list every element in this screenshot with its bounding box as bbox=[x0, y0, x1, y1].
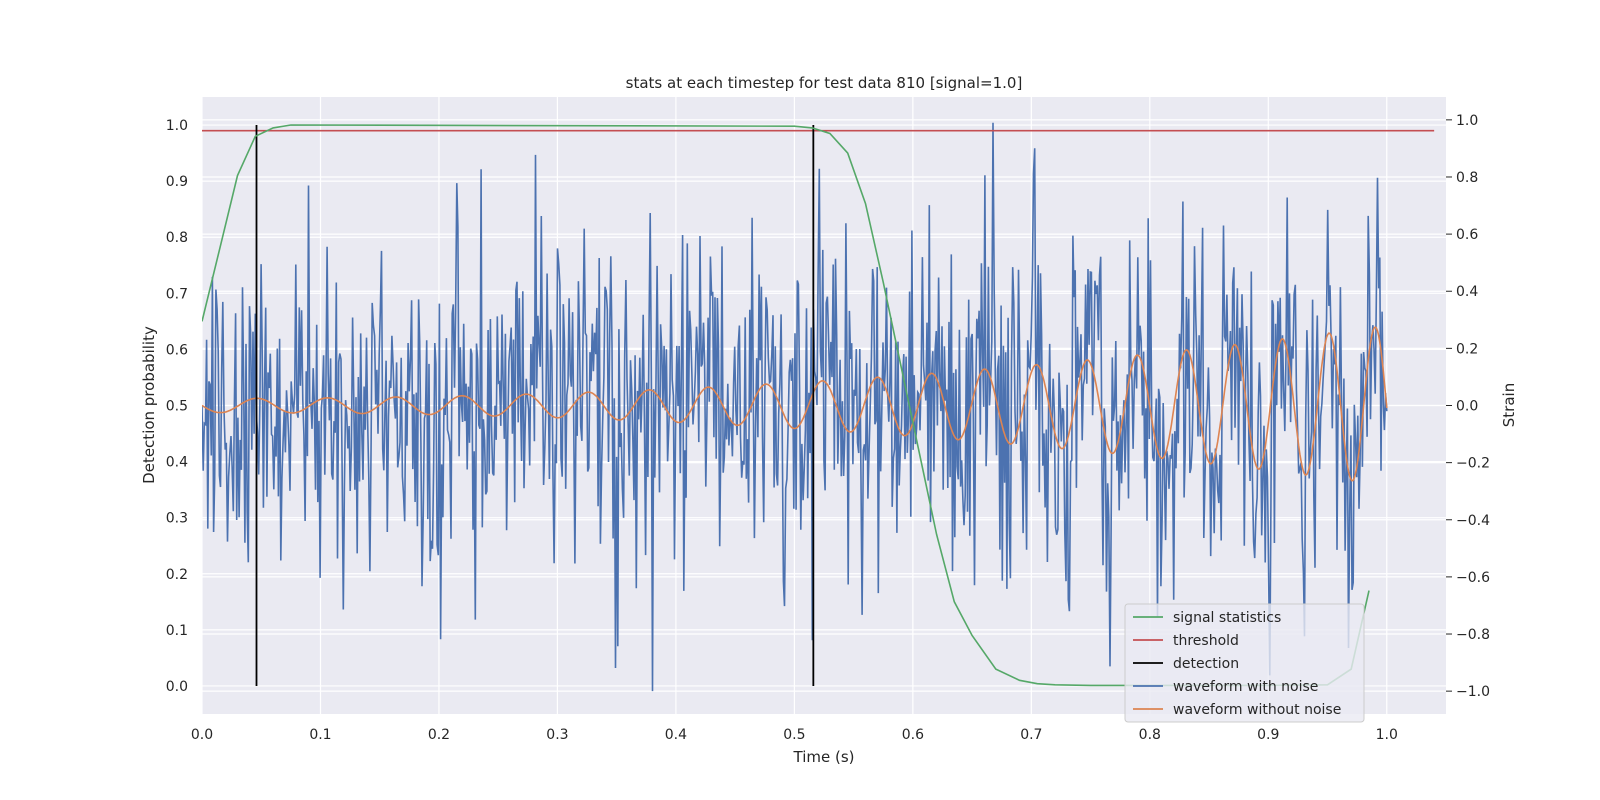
left-y-tick-label: 0.8 bbox=[166, 230, 188, 246]
right-y-tick-label: 0.6 bbox=[1456, 227, 1478, 243]
left-y-tick-label: 0.1 bbox=[166, 623, 188, 639]
left-y-axis-label: Detection probability bbox=[140, 326, 158, 484]
x-tick-label: 0.7 bbox=[1020, 727, 1042, 743]
left-y-tick-label: 0.6 bbox=[166, 342, 188, 358]
x-tick-label: 0.5 bbox=[783, 727, 805, 743]
legend-label: waveform with noise bbox=[1173, 679, 1318, 695]
right-y-tick-label: −0.8 bbox=[1456, 627, 1490, 643]
left-y-tick-label: 0.4 bbox=[166, 455, 188, 471]
legend-label: detection bbox=[1173, 656, 1239, 672]
right-y-tick-label: −0.6 bbox=[1456, 570, 1490, 586]
left-y-tick-label: 0.2 bbox=[166, 567, 188, 583]
legend-box bbox=[1124, 603, 1365, 723]
waveform-without-noise-line bbox=[202, 326, 1388, 482]
x-tick-label: 1.0 bbox=[1376, 727, 1398, 743]
x-tick-label: 0.0 bbox=[191, 727, 213, 743]
left-y-tick-label: 0.3 bbox=[166, 511, 188, 527]
right-y-axis-label: Strain bbox=[1500, 383, 1518, 427]
left-y-tick-label: 0.5 bbox=[166, 399, 188, 415]
right-y-tick-label: 0.4 bbox=[1456, 284, 1478, 300]
right-y-tick-label: 0.8 bbox=[1456, 170, 1478, 186]
x-tick-label: 0.6 bbox=[902, 727, 924, 743]
x-tick-label: 0.4 bbox=[665, 727, 687, 743]
legend: signal statistics threshold detection wavef… bbox=[1124, 603, 1365, 723]
right-y-tick-label: 0.2 bbox=[1456, 341, 1478, 357]
right-y-tick-label: 1.0 bbox=[1456, 113, 1478, 129]
x-tick-label: 0.3 bbox=[546, 727, 568, 743]
left-y-tick-labels: 0.0 0.1 0.2 0.3 0.4 0.5 0.6 0.7 0.8 0.9 1.0 bbox=[166, 118, 188, 695]
right-y-tick-label: 0.0 bbox=[1456, 399, 1478, 415]
legend-label: threshold bbox=[1173, 633, 1239, 649]
left-y-tick-label: 1.0 bbox=[166, 118, 188, 134]
right-y-tick-label: −1.0 bbox=[1456, 684, 1490, 700]
waveform-with-noise-line bbox=[202, 122, 1388, 692]
left-y-tick-label: 0.9 bbox=[166, 174, 188, 190]
right-y-tick-label: −0.4 bbox=[1456, 513, 1490, 529]
x-tick-label: 0.8 bbox=[1139, 727, 1161, 743]
x-tick-label: 0.1 bbox=[309, 727, 331, 743]
right-y-tick-label: −0.2 bbox=[1456, 456, 1490, 472]
left-y-tick-label: 0.7 bbox=[166, 286, 188, 302]
chart-title: stats at each timestep for test data 810… bbox=[626, 74, 1023, 92]
legend-label: waveform without noise bbox=[1173, 702, 1341, 718]
left-y-tick-label: 0.0 bbox=[166, 679, 188, 695]
right-y-tick-labels: −1.0 −0.8 −0.6 −0.4 −0.2 0.0 0.2 0.4 0.6 0.8 1.0 bbox=[1446, 113, 1490, 700]
x-axis-label: Time (s) bbox=[793, 748, 855, 766]
x-tick-label: 0.2 bbox=[428, 727, 450, 743]
x-tick-labels: 0.0 0.1 0.2 0.3 0.4 0.5 0.6 0.7 0.8 0.9 1.0 bbox=[191, 727, 1398, 743]
x-tick-label: 0.9 bbox=[1257, 727, 1279, 743]
legend-label: signal statistics bbox=[1173, 610, 1281, 626]
